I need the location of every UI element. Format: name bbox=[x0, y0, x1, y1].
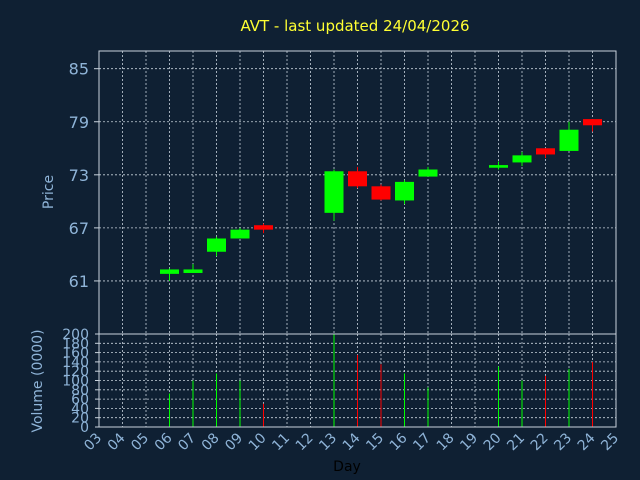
volume-tick-label: 20 bbox=[71, 411, 89, 427]
volume-tick-label: 60 bbox=[71, 392, 89, 408]
price-panel: 61 67 73 79 85 bbox=[69, 50, 617, 335]
candle-body bbox=[160, 269, 179, 274]
x-axis-ticks: 03 04 05 06 07 08 09 10 11 12 13 14 15 16 17 18 19 20 21 22… bbox=[81, 430, 622, 454]
candle-body bbox=[324, 171, 344, 213]
volume-tick-label: 40 bbox=[71, 401, 89, 417]
volume-tick-label: 120 bbox=[62, 364, 89, 380]
candle-body bbox=[395, 181, 414, 201]
volume-tick-label: 80 bbox=[71, 383, 89, 399]
price-tick-label: 73 bbox=[69, 166, 89, 185]
chart-title: AVT - last updated 24/04/2026 bbox=[240, 17, 469, 35]
candle-body bbox=[254, 225, 273, 230]
candle-body bbox=[207, 238, 226, 252]
price-axis-label: Price bbox=[41, 175, 57, 209]
volume-tick-label: 140 bbox=[62, 355, 89, 371]
x-axis-label: Day bbox=[333, 459, 361, 475]
volume-plot-border bbox=[98, 333, 617, 428]
candle-body bbox=[371, 186, 391, 200]
volume-tick-label: 180 bbox=[62, 336, 89, 352]
candle-body bbox=[183, 269, 203, 273]
volume-axis-label: Volume (0000) bbox=[30, 329, 46, 432]
candle-body bbox=[512, 155, 532, 163]
candle-body bbox=[418, 169, 438, 177]
price-tick-label: 61 bbox=[69, 272, 89, 291]
candle-body bbox=[230, 229, 250, 239]
candle-body bbox=[536, 148, 555, 155]
price-tick-label: 67 bbox=[69, 219, 89, 238]
candle-body bbox=[559, 129, 579, 151]
volume-tick-label: 160 bbox=[62, 346, 89, 362]
volume-tick-label: 0 bbox=[80, 420, 89, 436]
candle-body bbox=[489, 165, 508, 168]
volume-tick-label: 200 bbox=[62, 327, 89, 343]
volume-tick-label: 100 bbox=[62, 374, 89, 390]
price-tick-label: 79 bbox=[69, 113, 89, 132]
candle-body bbox=[348, 171, 367, 187]
price-tick-label: 85 bbox=[69, 60, 89, 79]
candle-body bbox=[583, 119, 602, 126]
